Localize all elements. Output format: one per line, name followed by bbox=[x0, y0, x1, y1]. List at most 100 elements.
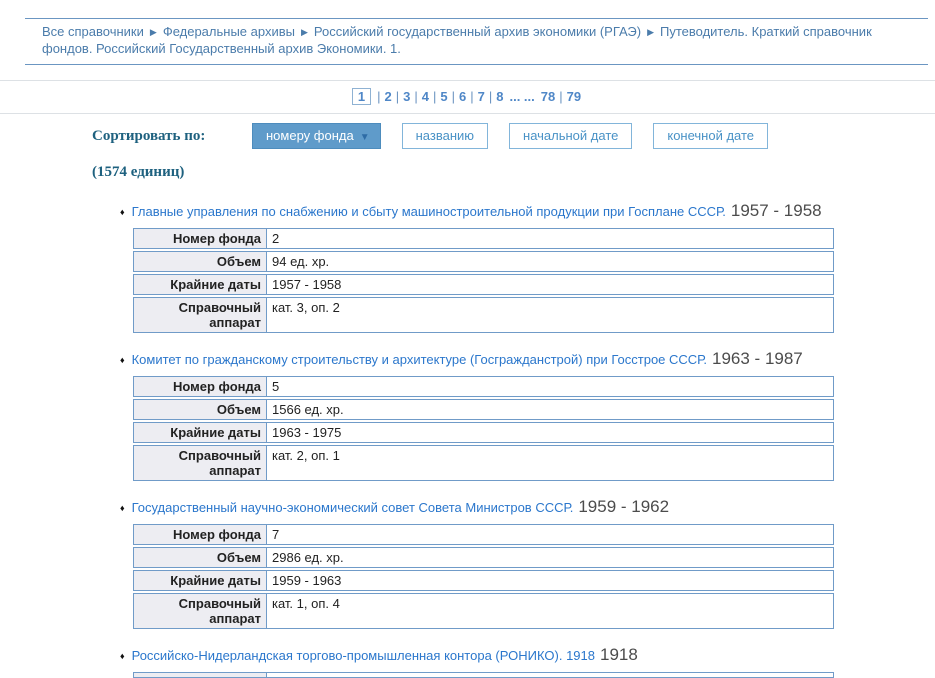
breadcrumb: Все справочники ▶ Федеральные архивы ▶ Росси… bbox=[25, 18, 928, 65]
row-value: 1963 - 1975 bbox=[272, 425, 342, 440]
row-value: кат. 3, оп. 2 bbox=[272, 300, 340, 315]
pagination-page-4[interactable]: 4 bbox=[421, 89, 429, 104]
pagination: 1 | 2 | 3 | 4 | 5 | 6 | 7 | 8... ... 78 | 79 bbox=[0, 80, 935, 114]
table-row: Справочный аппарат кат. 1, оп. 4 bbox=[133, 593, 834, 629]
sort-by-fond-number-button[interactable]: номеру фонда ▼ bbox=[252, 123, 381, 149]
bullet-icon: ♦ bbox=[120, 503, 125, 513]
row-label: Объем bbox=[134, 548, 267, 567]
row-label: Справочный аппарат bbox=[134, 298, 267, 332]
fond-heading: ♦ Главные управления по снабжению и сбыту… bbox=[120, 202, 935, 222]
sort-by-name-button[interactable]: названию bbox=[401, 123, 489, 149]
pagination-separator: | bbox=[377, 89, 381, 104]
row-label: Крайние даты bbox=[134, 571, 267, 590]
row-value: кат. 2, оп. 1 bbox=[272, 448, 340, 463]
breadcrumb-arrow-icon: ▶ bbox=[300, 27, 308, 37]
row-label: Номер фонда bbox=[134, 525, 267, 544]
table-row bbox=[133, 672, 834, 678]
row-value bbox=[267, 673, 833, 677]
breadcrumb-item-current-guide: Путеводитель. Краткий справочник фондов.… bbox=[42, 24, 872, 56]
row-value: 2986 ед. хр. bbox=[272, 550, 344, 565]
table-row: Крайние даты 1957 - 1958 bbox=[133, 274, 834, 295]
table-row: Номер фонда 2 bbox=[133, 228, 834, 249]
row-value: 94 ед. хр. bbox=[272, 254, 330, 269]
row-value: 1957 - 1958 bbox=[272, 277, 342, 292]
pagination-separator: | bbox=[432, 89, 437, 104]
sort-by-label: Сортировать по: bbox=[92, 127, 206, 144]
row-label bbox=[134, 673, 267, 677]
pagination-current-page: 1 bbox=[351, 88, 372, 105]
pagination-separator: | bbox=[559, 89, 563, 104]
list-item-fond-roniko: ♦ Российско-Нидерландская торгово-промышл… bbox=[120, 646, 935, 678]
bullet-icon: ♦ bbox=[120, 355, 125, 365]
pagination-separator: | bbox=[395, 89, 400, 104]
row-value: 5 bbox=[272, 379, 280, 394]
bullet-icon: ♦ bbox=[120, 651, 125, 661]
sort-by-start-date-button[interactable]: начальной дате bbox=[509, 123, 633, 149]
fond-details-table: Номер фонда 7 Объем 2986 ед. хр. Крайние д… bbox=[133, 524, 834, 629]
pagination-page-78[interactable]: 78 bbox=[540, 89, 556, 104]
table-row: Объем 94 ед. хр. bbox=[133, 251, 834, 272]
bullet-icon: ♦ bbox=[120, 207, 125, 217]
archive-fonds-page: { "icons": { "bullet": "♦", "crumb_arrow… bbox=[0, 18, 935, 678]
breadcrumb-item-rgae[interactable]: Российский государственный архив экономи… bbox=[313, 24, 642, 39]
fond-dates: 1963 - 1987 bbox=[712, 349, 803, 368]
fond-dates: 1957 - 1958 bbox=[730, 201, 822, 220]
fond-details-table bbox=[133, 672, 834, 678]
row-label: Номер фонда bbox=[134, 229, 267, 248]
table-row: Объем 2986 ед. хр. bbox=[133, 547, 834, 568]
row-value: 7 bbox=[272, 527, 280, 542]
table-row: Объем 1566 ед. хр. bbox=[133, 399, 834, 420]
row-label: Крайние даты bbox=[134, 275, 267, 294]
list-item-fond-7: ♦ Государственный научно-экономический со… bbox=[120, 498, 935, 629]
pagination-separator: | bbox=[488, 89, 493, 104]
table-row: Справочный аппарат кат. 2, оп. 1 bbox=[133, 445, 834, 481]
fond-title-link[interactable]: Российско-Нидерландская торгово-промышле… bbox=[131, 648, 595, 663]
fond-title-link[interactable]: Комитет по гражданскому строительству и … bbox=[131, 352, 708, 367]
pagination-ellipsis: ... ... bbox=[509, 89, 535, 104]
fond-dates: 1918 bbox=[600, 645, 638, 664]
pagination-page-8[interactable]: 8 bbox=[496, 89, 504, 104]
pagination-separator: | bbox=[470, 89, 474, 104]
fond-list: ♦ Главные управления по снабжению и сбыту… bbox=[0, 202, 935, 678]
row-value: 1959 - 1963 bbox=[272, 573, 342, 588]
fond-heading: ♦ Государственный научно-экономический со… bbox=[120, 498, 935, 518]
pagination-page-7[interactable]: 7 bbox=[477, 89, 485, 104]
fond-title-link[interactable]: Главные управления по снабжению и сбыту … bbox=[131, 204, 726, 219]
row-value: 2 bbox=[272, 231, 280, 246]
fond-dates: 1959 - 1962 bbox=[578, 497, 670, 516]
fond-heading: ♦ Комитет по гражданскому строительству и… bbox=[120, 350, 935, 370]
row-label: Номер фонда bbox=[134, 377, 267, 396]
breadcrumb-item-all-guides[interactable]: Все справочники bbox=[42, 24, 144, 39]
sort-by-end-date-button[interactable]: конечной дате bbox=[653, 123, 769, 149]
pagination-page-5[interactable]: 5 bbox=[440, 89, 448, 104]
row-label: Объем bbox=[134, 252, 267, 271]
table-row: Крайние даты 1959 - 1963 bbox=[133, 570, 834, 591]
breadcrumb-arrow-icon: ▶ bbox=[149, 27, 157, 37]
list-item-fond-2: ♦ Главные управления по снабжению и сбыту… bbox=[120, 202, 935, 333]
fond-details-table: Номер фонда 5 Объем 1566 ед. хр. Крайние д… bbox=[133, 376, 834, 481]
row-label: Объем bbox=[134, 400, 267, 419]
row-value: 1566 ед. хр. bbox=[272, 402, 344, 417]
fond-details-table: Номер фонда 2 Объем 94 ед. хр. Крайние дат… bbox=[133, 228, 834, 333]
list-item-fond-5: ♦ Комитет по гражданскому строительству и… bbox=[120, 350, 935, 481]
pagination-separator: | bbox=[414, 89, 418, 104]
breadcrumb-arrow-icon: ▶ bbox=[647, 27, 654, 37]
table-row: Номер фонда 5 bbox=[133, 376, 834, 397]
row-label: Справочный аппарат bbox=[134, 446, 267, 480]
row-value: кат. 1, оп. 4 bbox=[272, 596, 340, 611]
chevron-down-icon: ▼ bbox=[359, 132, 370, 143]
pagination-page-79[interactable]: 79 bbox=[566, 89, 582, 104]
breadcrumb-item-federal-archives[interactable]: Федеральные архивы bbox=[162, 24, 295, 39]
fond-title-link[interactable]: Государственный научно-экономический сов… bbox=[131, 500, 574, 515]
sort-by-fond-number-label: номеру фонда bbox=[266, 128, 354, 143]
sort-controls: Сортировать по: номеру фонда ▼ названию н… bbox=[92, 123, 935, 149]
pagination-page-3[interactable]: 3 bbox=[403, 89, 411, 104]
pagination-separator: | bbox=[451, 89, 455, 104]
row-label: Справочный аппарат bbox=[134, 594, 267, 628]
table-row: Справочный аппарат кат. 3, оп. 2 bbox=[133, 297, 834, 333]
pagination-page-6[interactable]: 6 bbox=[459, 89, 467, 104]
pagination-page-2[interactable]: 2 bbox=[384, 89, 392, 104]
fond-heading: ♦ Российско-Нидерландская торгово-промышл… bbox=[120, 646, 935, 666]
table-row: Крайние даты 1963 - 1975 bbox=[133, 422, 834, 443]
table-row: Номер фонда 7 bbox=[133, 524, 834, 545]
